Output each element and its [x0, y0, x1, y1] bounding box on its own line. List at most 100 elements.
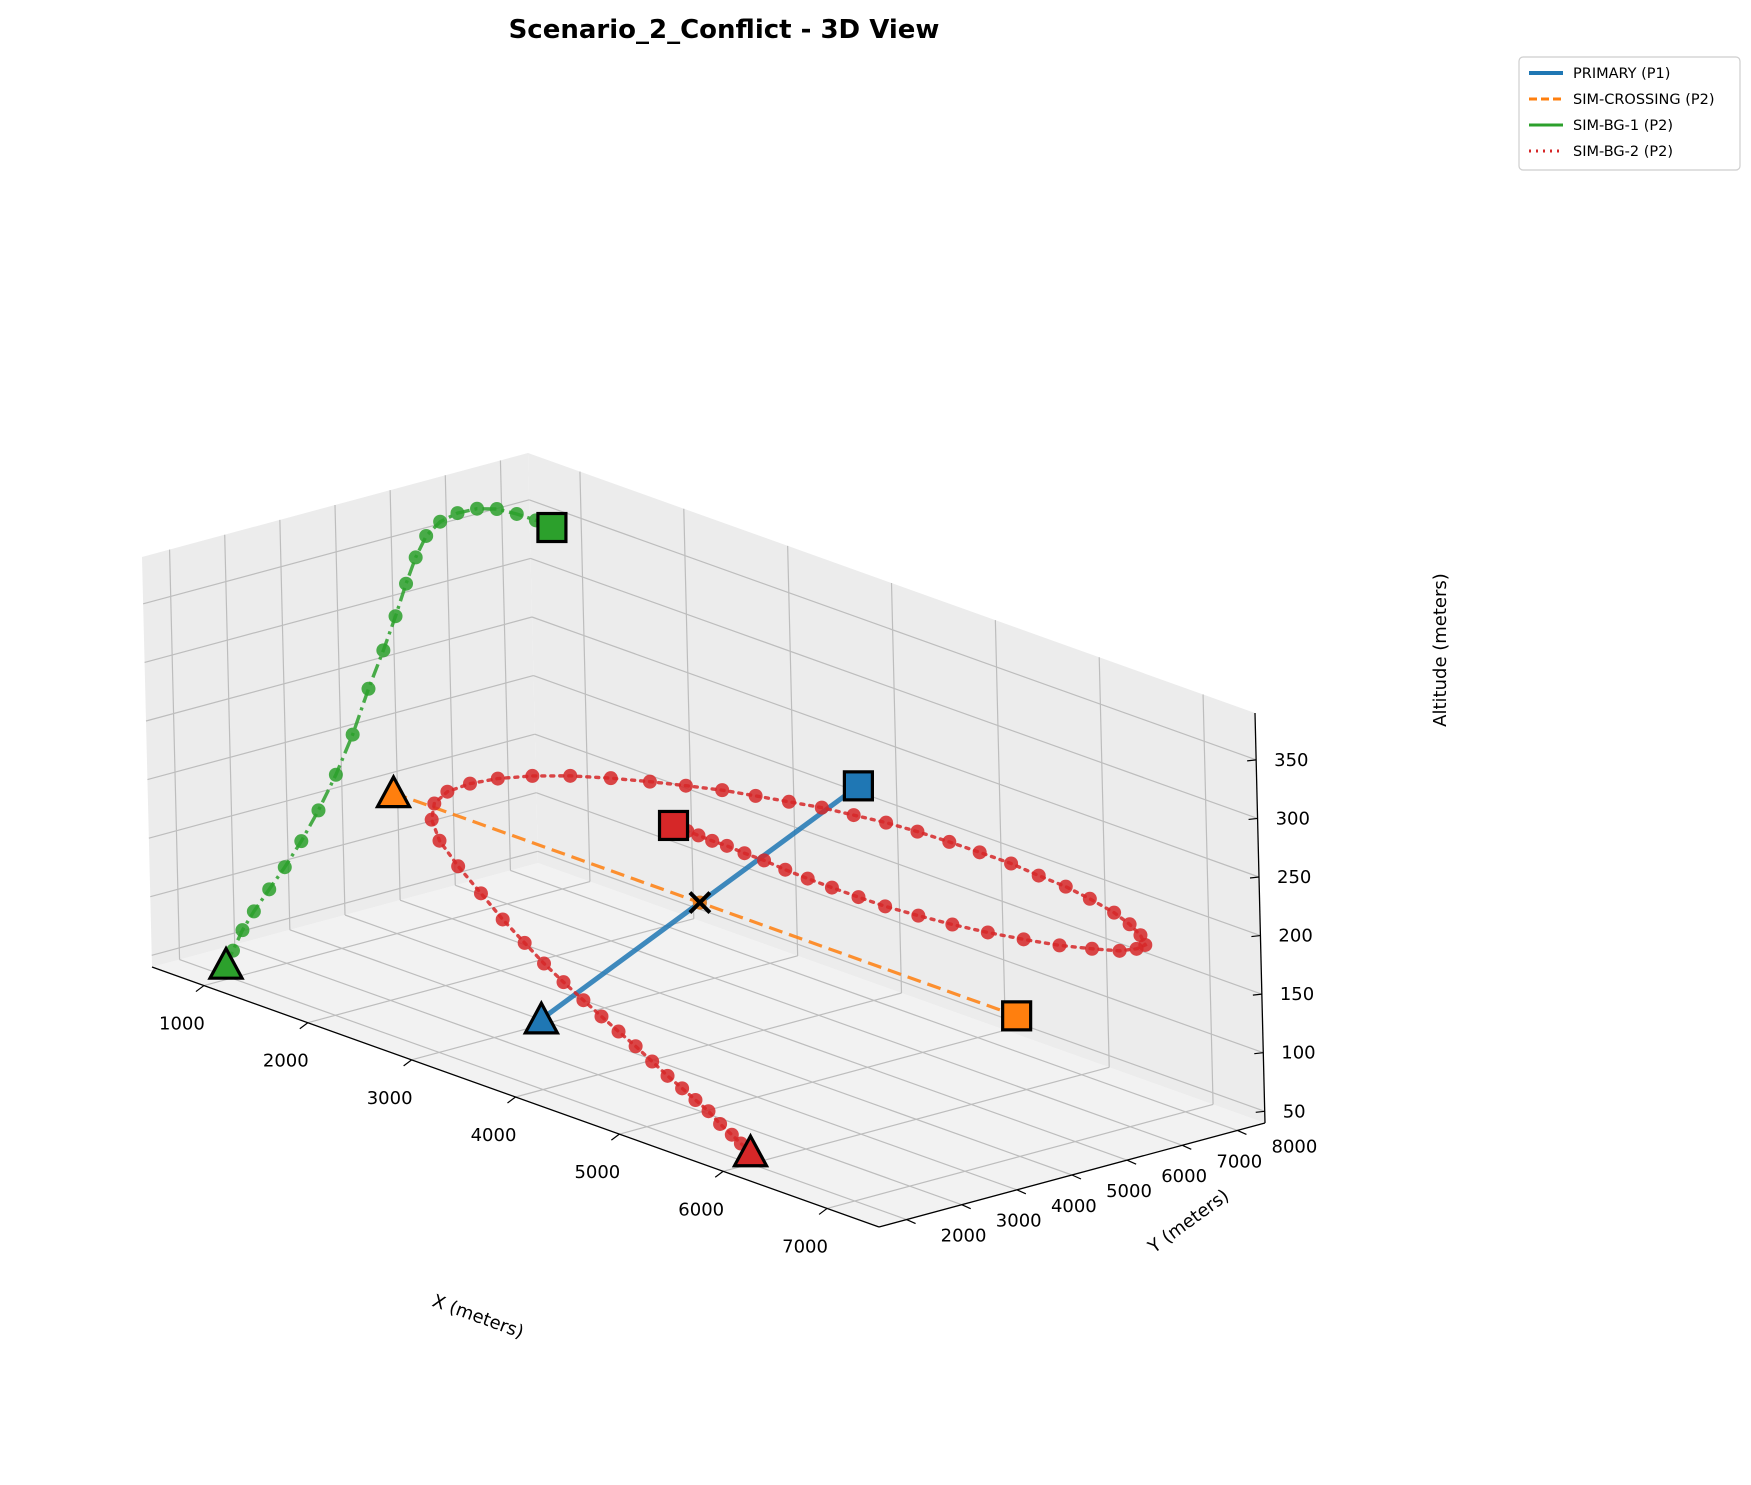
sim-bg-1-p2-point	[489, 502, 504, 517]
y-gridline	[444, 475, 456, 886]
sim-bg-2-p2-point	[719, 838, 734, 853]
sim-crossing-p2-start-marker	[374, 773, 413, 809]
sim-bg-1-p2-point	[470, 501, 485, 516]
sim-bg-2-p2-start-marker	[731, 1132, 770, 1168]
sim-bg-2-p2-point	[603, 771, 618, 786]
z-gridline	[537, 850, 1265, 1112]
z-tick-mark	[1252, 993, 1262, 996]
sim-bg-2-p2-point	[737, 846, 752, 861]
y-gridline	[179, 959, 907, 1221]
sim-bg-2-p2-point	[778, 862, 793, 877]
y-tick-mark	[961, 1204, 971, 1210]
chart-title: Scenario_2_Conflict - 3D View	[509, 15, 940, 45]
sim-bg-1-p2-point	[277, 860, 292, 875]
y-tick-label: 4000	[1051, 1196, 1097, 1217]
z-gridline	[531, 616, 1260, 878]
sim-bg-2-p2-point	[713, 1116, 728, 1131]
z-gridline	[151, 850, 538, 956]
z-gridline	[530, 557, 1258, 819]
z-gridline	[528, 499, 1257, 761]
sim-bg-2-p2-point	[642, 774, 657, 789]
x-tick-mark	[610, 1133, 620, 1141]
x-tick-label: 2000	[263, 1051, 309, 1072]
sim-bg-2-p2-point	[688, 1093, 703, 1107]
sim-bg-2-p2-point	[594, 1009, 609, 1024]
x-tick-mark	[714, 1170, 724, 1178]
sim-bg-2-p2-point	[972, 845, 987, 860]
sim-bg-2-p2-point	[462, 776, 477, 791]
sim-bg-2-p2-point	[1016, 932, 1031, 947]
sim-bg-2-p2-point	[748, 788, 763, 803]
sim-bg-2-p2-point	[495, 912, 510, 927]
primary-p1-start-marker	[522, 999, 561, 1035]
sim-bg-2-p2-point	[1058, 879, 1073, 894]
sim-bg-2-p2-point	[525, 768, 540, 783]
sim-bg-2-p2-point	[879, 815, 894, 830]
sim-bg-2-p2-point	[563, 768, 578, 783]
sim-bg-1-p2-point	[433, 514, 448, 529]
z-gridline	[145, 616, 533, 722]
sim-bg-2-p2-point	[701, 1104, 716, 1119]
sim-bg-2-p2-point	[846, 808, 861, 823]
legend-label-sim-bg-1-p2: SIM-BG-1 (P2)	[1573, 118, 1673, 134]
sim-bg-2-p2-point	[800, 871, 815, 886]
z-tick-mark	[1254, 1052, 1264, 1055]
sim-bg-2-p2-point	[1082, 891, 1097, 906]
sim-bg-2-p2-point	[451, 859, 466, 874]
sim-bg-2-p2-point	[611, 1024, 626, 1039]
z-axis-line	[1254, 712, 1266, 1124]
sim-bg-2-p2-point	[1129, 941, 1144, 956]
x-gridline	[1202, 694, 1214, 1105]
z-tick-mark	[1247, 759, 1257, 762]
y-gridline	[344, 914, 1073, 1176]
sim-bg-2-p2-point	[980, 925, 995, 940]
sim-bg-2-p2-point	[781, 794, 796, 809]
x-axis-label: X (meters)	[429, 1291, 526, 1343]
sim-bg-2-p2-point	[1084, 941, 1099, 956]
sim-bg-2-p2-point	[1004, 856, 1019, 871]
sim-bg-2-p2-point	[757, 853, 772, 868]
z-tick-label: 200	[1278, 926, 1312, 947]
sim-bg-1-p2-point	[399, 576, 414, 591]
y-gridline	[334, 504, 346, 916]
y-tick-label: 2000	[941, 1226, 987, 1247]
z-tick-label: 50	[1283, 1101, 1306, 1122]
y-gridline	[168, 549, 181, 960]
conflict-marker	[688, 891, 712, 914]
z-gridline	[148, 733, 536, 839]
legend-box	[1518, 56, 1741, 171]
sim-bg-2-p2-point	[814, 800, 829, 815]
x-gridline	[994, 620, 1006, 1031]
sim-bg-2-p2-point	[517, 935, 532, 950]
x-tick-label: 4000	[471, 1125, 517, 1146]
sim-bg-1-p2-point	[361, 681, 376, 696]
y-gridline	[224, 534, 236, 945]
y-tick-mark	[1237, 1129, 1247, 1135]
y-tick-mark	[1071, 1174, 1082, 1180]
sim-bg-1-p2-point	[246, 904, 261, 919]
primary-p1-end-marker	[842, 770, 875, 802]
sim-bg-2-p2-point	[427, 796, 442, 811]
y-tick-mark	[1126, 1159, 1137, 1165]
sim-bg-2-p2-point	[824, 880, 839, 895]
y-tick-label: 8000	[1272, 1136, 1318, 1157]
sim-bg-2-p2-point	[675, 1081, 690, 1096]
sim-bg-1-p2-point	[376, 643, 391, 658]
x-gridline	[890, 582, 903, 994]
sim-bg-2-p2-point	[678, 778, 693, 793]
y-gridline	[455, 884, 1183, 1146]
sim-bg-1-p2-point	[328, 767, 343, 782]
sim-bg-2-p2-point	[945, 917, 960, 932]
x-tick-label: 1000	[159, 1014, 205, 1035]
sim-bg-2-p2-point	[645, 1054, 660, 1069]
sim-bg-2-p2-point	[490, 771, 505, 786]
sim-bg-1-p2-point	[388, 609, 403, 624]
sim-bg-1-p2-point	[294, 834, 309, 849]
z-gridline	[147, 674, 534, 781]
sim-bg-2-p2-point	[724, 1127, 739, 1142]
y-gridline	[234, 944, 962, 1206]
x-tick-mark	[299, 1022, 309, 1030]
y-tick-mark	[1182, 1144, 1192, 1150]
sim-bg-2-p2-point	[705, 833, 720, 848]
sim-bg-2-p2-point	[1031, 868, 1046, 883]
